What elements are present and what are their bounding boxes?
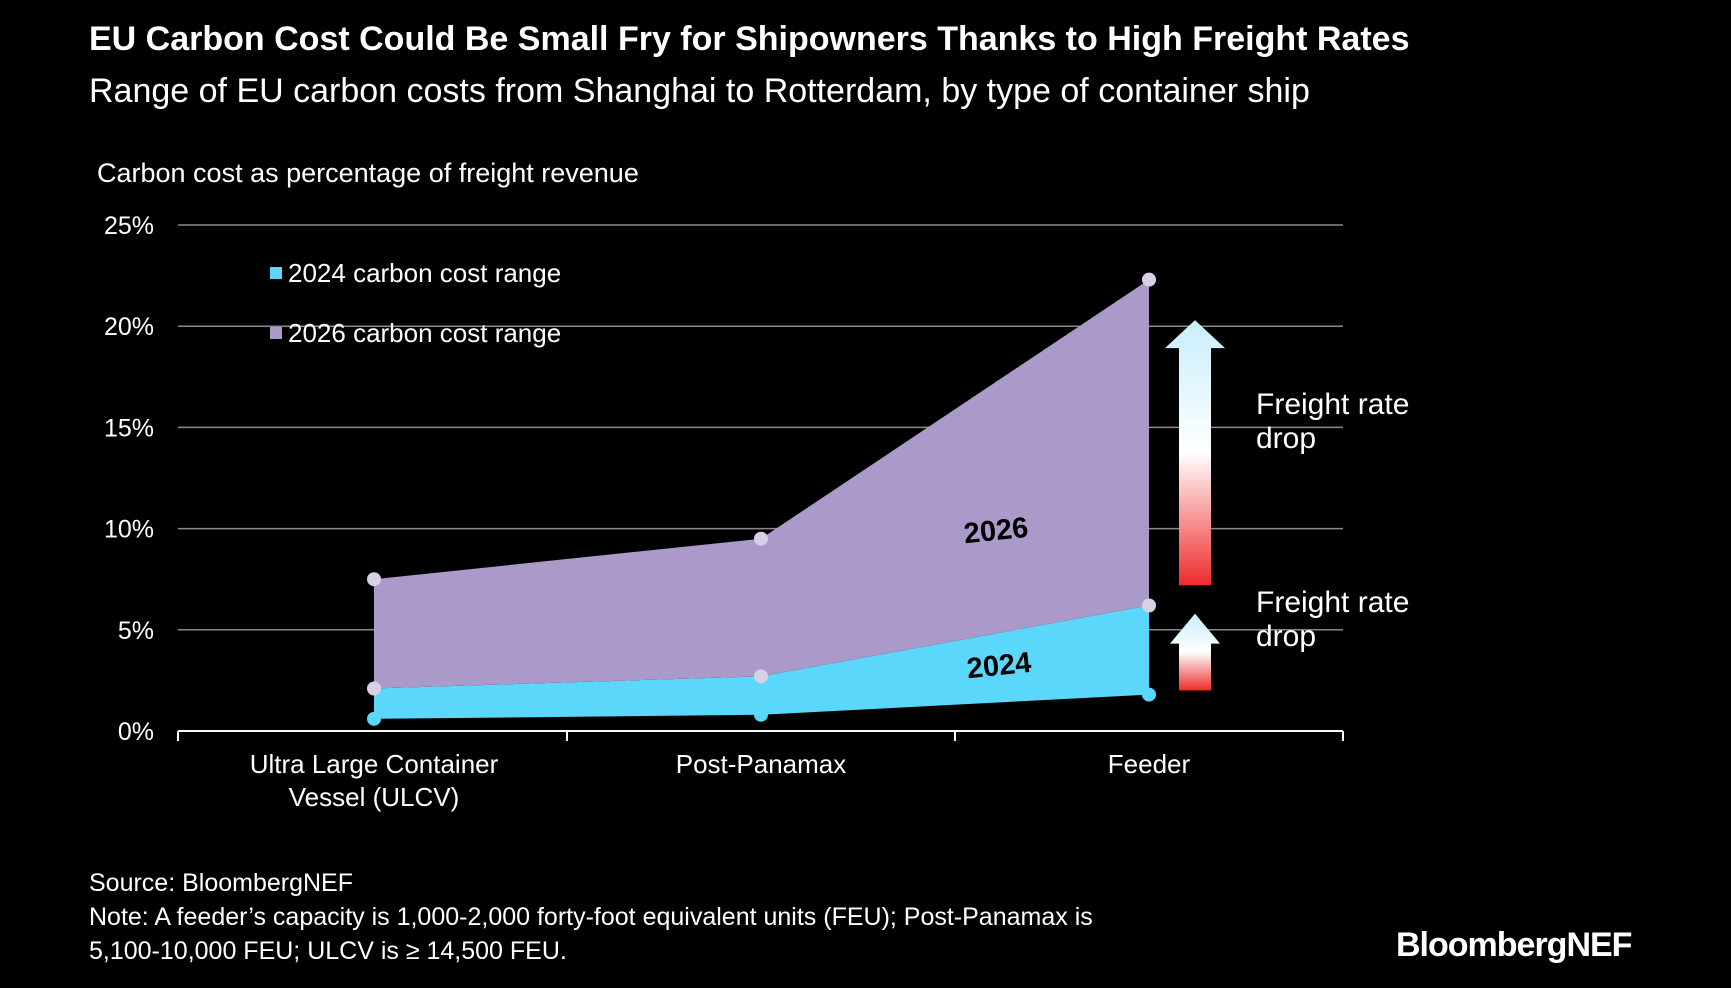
data-markers [367,272,1156,726]
freight-rate-drop-label: drop [1256,620,1316,653]
chart-subtitle: Range of EU carbon costs from Shanghai t… [89,72,1310,110]
legend-entry: 2024 carbon cost range [288,258,561,288]
axes [177,730,1344,741]
chart-labels: 0% 5% 10% 15% 20% 25% Ultra Large ContainerVes… [104,212,1191,812]
y-tick-label: 5% [118,617,154,645]
legend: 2024 carbon cost range 2026 carbon cost r… [270,258,561,348]
freight-rate-drop-arrow [1165,320,1225,586]
legend-swatch [270,327,282,339]
y-tick-label: 20% [104,313,154,341]
data-point-marker [1142,687,1156,702]
data-point-marker [367,681,381,696]
data-point-marker [1142,598,1156,613]
data-point-marker [367,711,381,726]
source-note: Source: BloombergNEF [89,869,354,897]
freight-rate-drop-label: Freight rate [1256,388,1409,421]
legend-entry: 2026 carbon cost range [288,318,561,348]
area-label-2026: 2026 [962,512,1030,551]
x-category-label: Ultra Large Container [250,749,499,779]
capacity-note-line-1: Note: A feeder’s capacity is 1,000-2,000… [89,903,1093,931]
freight-rate-drop-arrow [1170,613,1220,691]
x-category-label: Vessel (ULCV) [289,782,460,812]
x-category-label: Feeder [1108,749,1191,779]
y-tick-label: 25% [104,212,154,240]
brand-logo: BloombergNEF [1396,926,1632,964]
x-category-label: Post-Panamax [676,749,847,779]
data-point-marker [367,572,381,587]
capacity-note-line-2: 5,100-10,000 FEU; ULCV is ≥ 14,500 FEU. [89,937,567,965]
chart-title: EU Carbon Cost Could Be Small Fry for Sh… [89,20,1410,58]
data-point-marker [754,707,768,722]
freight-rate-drop-label: Freight rate [1256,586,1409,619]
area-2026-range [374,279,1149,689]
freight-rate-drop-label: drop [1256,422,1316,455]
data-point-marker [1142,272,1156,287]
y-tick-label: 0% [118,718,154,746]
y-tick-label: 10% [104,516,154,544]
y-axis-label: Carbon cost as percentage of freight rev… [97,158,639,188]
y-tick-label: 15% [104,414,154,442]
footer: Source: BloombergNEF Note: A feeder’s ca… [89,866,1093,968]
area-2024-range [374,605,1149,719]
legend-swatch [270,267,282,279]
data-point-marker [754,531,768,546]
area-label-2024: 2024 [965,647,1033,686]
data-point-marker [754,669,768,684]
plot-areas [374,279,1149,719]
